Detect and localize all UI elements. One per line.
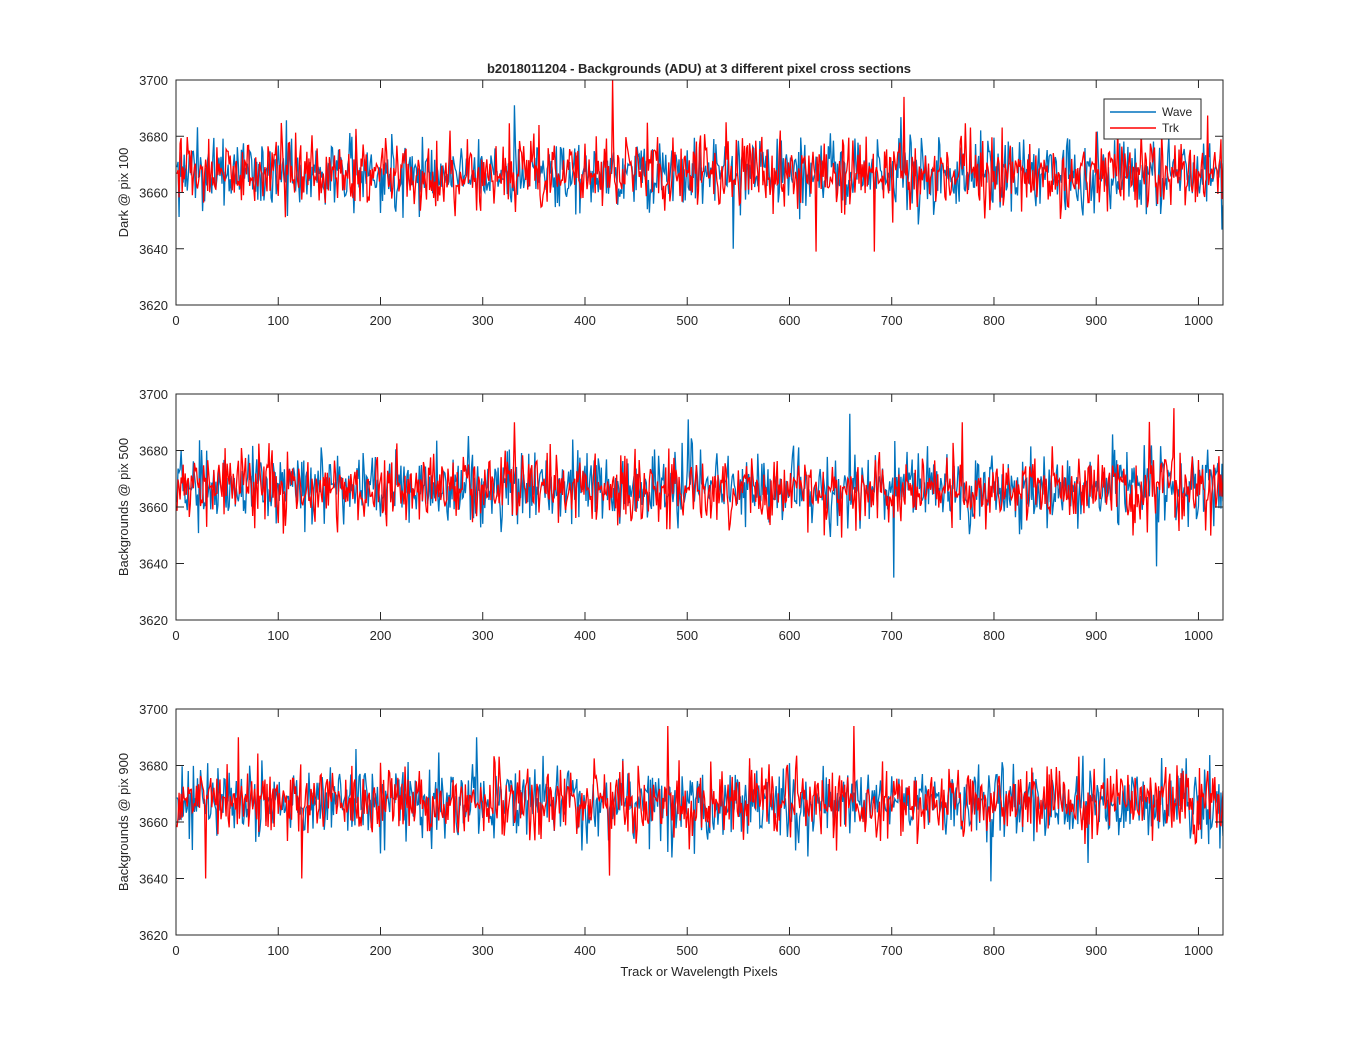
y-tick-label: 3640	[139, 557, 168, 572]
x-tick-label: 0	[172, 943, 179, 958]
x-tick-label: 200	[370, 943, 392, 958]
x-tick-label: 700	[881, 313, 903, 328]
y-tick-label: 3640	[139, 872, 168, 887]
y-axis-label: Dark @ pix 100	[116, 148, 131, 238]
series-line-wave	[176, 105, 1223, 249]
y-tick-label: 3660	[139, 500, 168, 515]
x-tick-label: 300	[472, 943, 494, 958]
x-tick-label: 800	[983, 313, 1005, 328]
x-tick-label: 800	[983, 943, 1005, 958]
y-tick-label: 3700	[139, 73, 168, 88]
y-axis-label: Backgrounds @ pix 500	[116, 438, 131, 576]
legend-box	[1103, 98, 1202, 140]
y-tick-label: 3620	[139, 298, 168, 313]
figure-title: b2018011204 - Backgrounds (ADU) at 3 dif…	[487, 61, 911, 76]
panel-backgrounds-pix-500: 0 100 200 300 400 500 600 700 800 900 1000 3620 3640…	[116, 387, 1224, 643]
y-tick-label: 3680	[139, 444, 168, 459]
x-tick-label: 300	[472, 313, 494, 328]
x-tick-label: 600	[779, 313, 801, 328]
legend: Wave Trk	[1103, 98, 1202, 140]
x-tick-label: 400	[574, 628, 596, 643]
x-tick-label: 900	[1085, 628, 1107, 643]
y-tick-label: 3640	[139, 242, 168, 257]
x-tick-label: 1000	[1184, 943, 1213, 958]
y-tick-label: 3700	[139, 702, 168, 717]
y-tick-label: 3680	[139, 129, 168, 144]
x-tick-label: 1000	[1184, 313, 1213, 328]
x-tick-label: 700	[881, 943, 903, 958]
series-line-trk	[176, 80, 1223, 252]
x-tick-label: 0	[172, 313, 179, 328]
panel-backgrounds-pix-900: 0 100 200 300 400 500 600 700 800 900 1000 3620 3640…	[116, 702, 1224, 958]
x-tick-label: 200	[370, 628, 392, 643]
x-tick-label: 500	[676, 943, 698, 958]
series-line-trk	[176, 408, 1223, 538]
x-tick-label: 500	[676, 313, 698, 328]
x-tick-label: 900	[1085, 943, 1107, 958]
panel-dark-pix-100: 0 100 200 300 400 500 600 700 800 900 1000 3620 3640…	[116, 73, 1224, 328]
x-tick-label: 100	[267, 628, 289, 643]
x-tick-label: 900	[1085, 313, 1107, 328]
legend-label-trk: Trk	[1162, 121, 1180, 135]
y-tick-label: 3700	[139, 387, 168, 402]
x-tick-label: 1000	[1184, 628, 1213, 643]
x-tick-label: 600	[779, 628, 801, 643]
y-tick-label: 3660	[139, 815, 168, 830]
x-tick-label: 800	[983, 628, 1005, 643]
x-tick-label: 600	[779, 943, 801, 958]
legend-label-wave: Wave	[1162, 105, 1193, 119]
y-tick-label: 3680	[139, 759, 168, 774]
x-tick-label: 100	[267, 313, 289, 328]
y-tick-label: 3620	[139, 613, 168, 628]
y-tick-label: 3660	[139, 186, 168, 201]
x-tick-label: 200	[370, 313, 392, 328]
x-tick-label: 400	[574, 313, 596, 328]
y-tick-label: 3620	[139, 928, 168, 943]
series-line-trk	[176, 725, 1223, 879]
y-axis-label: Backgrounds @ pix 900	[116, 753, 131, 891]
x-tick-label: 400	[574, 943, 596, 958]
x-tick-label: 500	[676, 628, 698, 643]
x-tick-label: 300	[472, 628, 494, 643]
x-tick-label: 0	[172, 628, 179, 643]
x-tick-label: 100	[267, 943, 289, 958]
x-axis-label: Track or Wavelength Pixels	[620, 964, 778, 979]
plot-area	[176, 394, 1223, 620]
x-tick-label: 700	[881, 628, 903, 643]
plot-area	[176, 709, 1223, 935]
